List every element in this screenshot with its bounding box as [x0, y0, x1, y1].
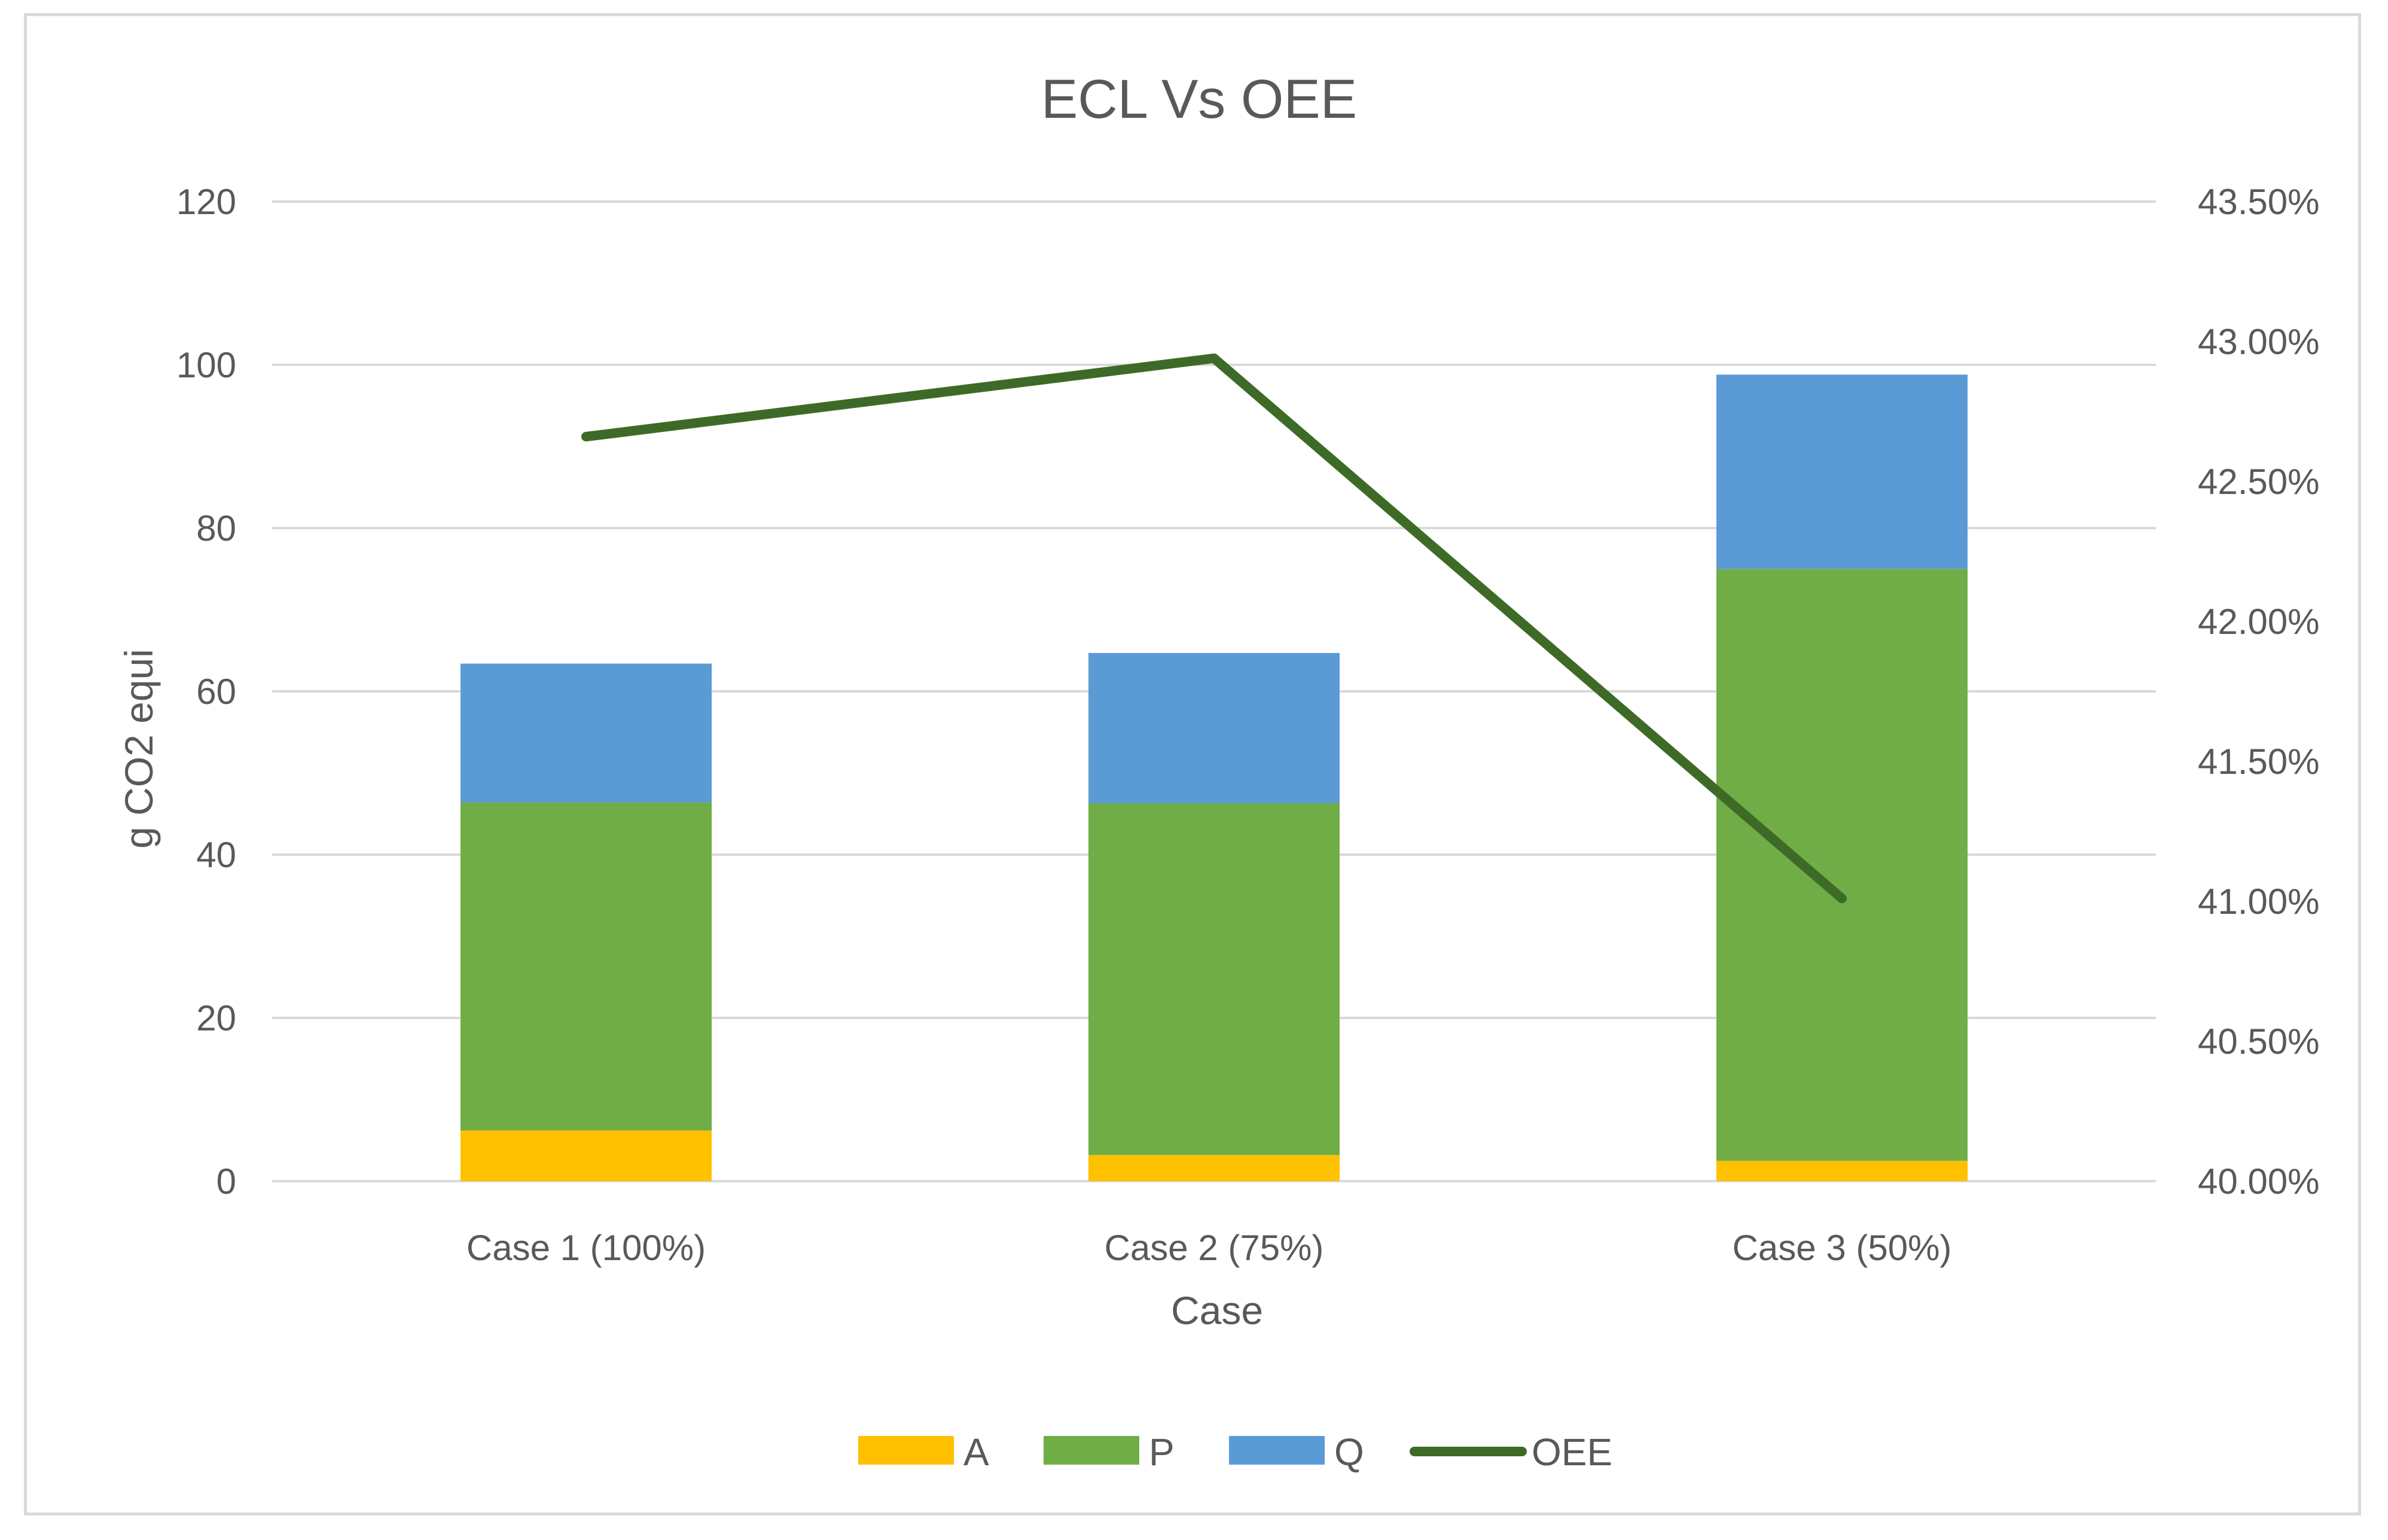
y2-tick-label: 41.50%: [2198, 742, 2320, 782]
legend-label-a: A: [963, 1431, 989, 1474]
y-tick-label: 60: [196, 672, 236, 712]
bar-a-2: [1088, 1155, 1340, 1181]
y2-tick-label: 43.00%: [2198, 322, 2320, 362]
y-tick-label: 120: [176, 182, 236, 222]
bar-q-1: [460, 663, 712, 803]
legend-label-q: Q: [1334, 1431, 1364, 1474]
y-tick-label: 20: [196, 998, 236, 1038]
y-axis-title: g CO2 equi: [117, 649, 161, 849]
x-tick-label: Case 1 (100%): [466, 1228, 706, 1268]
y2-tick-label: 40.00%: [2198, 1161, 2320, 1201]
bar-p-3: [1716, 569, 1968, 1161]
legend-label-p: P: [1149, 1431, 1175, 1474]
bar-a-1: [460, 1130, 712, 1181]
legend-swatch-q: [1229, 1436, 1325, 1465]
legend-label-oee: OEE: [1532, 1431, 1612, 1474]
oee-line-layer: [581, 353, 1847, 904]
y2-axis-ticks: 40.00% 40.50% 41.00% 41.50% 42.00% 42.50% 43.0…: [2198, 182, 2320, 1201]
y2-tick-label: 43.50%: [2198, 182, 2320, 222]
x-tick-label: Case 2 (75%): [1105, 1228, 1324, 1268]
bar-p-1: [460, 802, 712, 1131]
y2-tick-label: 41.00%: [2198, 882, 2320, 922]
y2-tick-label: 42.50%: [2198, 462, 2320, 502]
bars: [460, 374, 1968, 1181]
y-tick-label: 0: [216, 1161, 236, 1201]
bar-p-2: [1088, 803, 1340, 1155]
bar-q-2: [1088, 652, 1340, 804]
x-tick-label: Case 3 (50%): [1733, 1228, 1952, 1268]
y2-tick-label: 40.50%: [2198, 1021, 2320, 1062]
y-tick-label: 100: [176, 345, 236, 385]
legend-swatch-a: [858, 1436, 954, 1465]
chart-frame: ECL Vs OEE 0 20 40 60 80 100 120 40.00% 40.50% 4…: [24, 13, 2361, 1515]
bar-q-3: [1716, 374, 1968, 569]
oee-line: [581, 353, 1847, 904]
y-axis-ticks: 0 20 40 60 80 100 120: [176, 182, 236, 1201]
y-tick-label: 80: [196, 508, 236, 548]
x-axis-ticks: Case 1 (100%) Case 2 (75%) Case 3 (50%): [466, 1228, 1952, 1268]
x-axis-title: Case: [1171, 1288, 1263, 1332]
bar-a-3: [1716, 1160, 1968, 1181]
legend: A P Q OEE: [858, 1431, 1612, 1474]
y-tick-label: 40: [196, 835, 236, 875]
chart-title: ECL Vs OEE: [1041, 69, 1357, 130]
y2-tick-label: 42.00%: [2198, 602, 2320, 642]
legend-swatch-p: [1044, 1436, 1139, 1465]
